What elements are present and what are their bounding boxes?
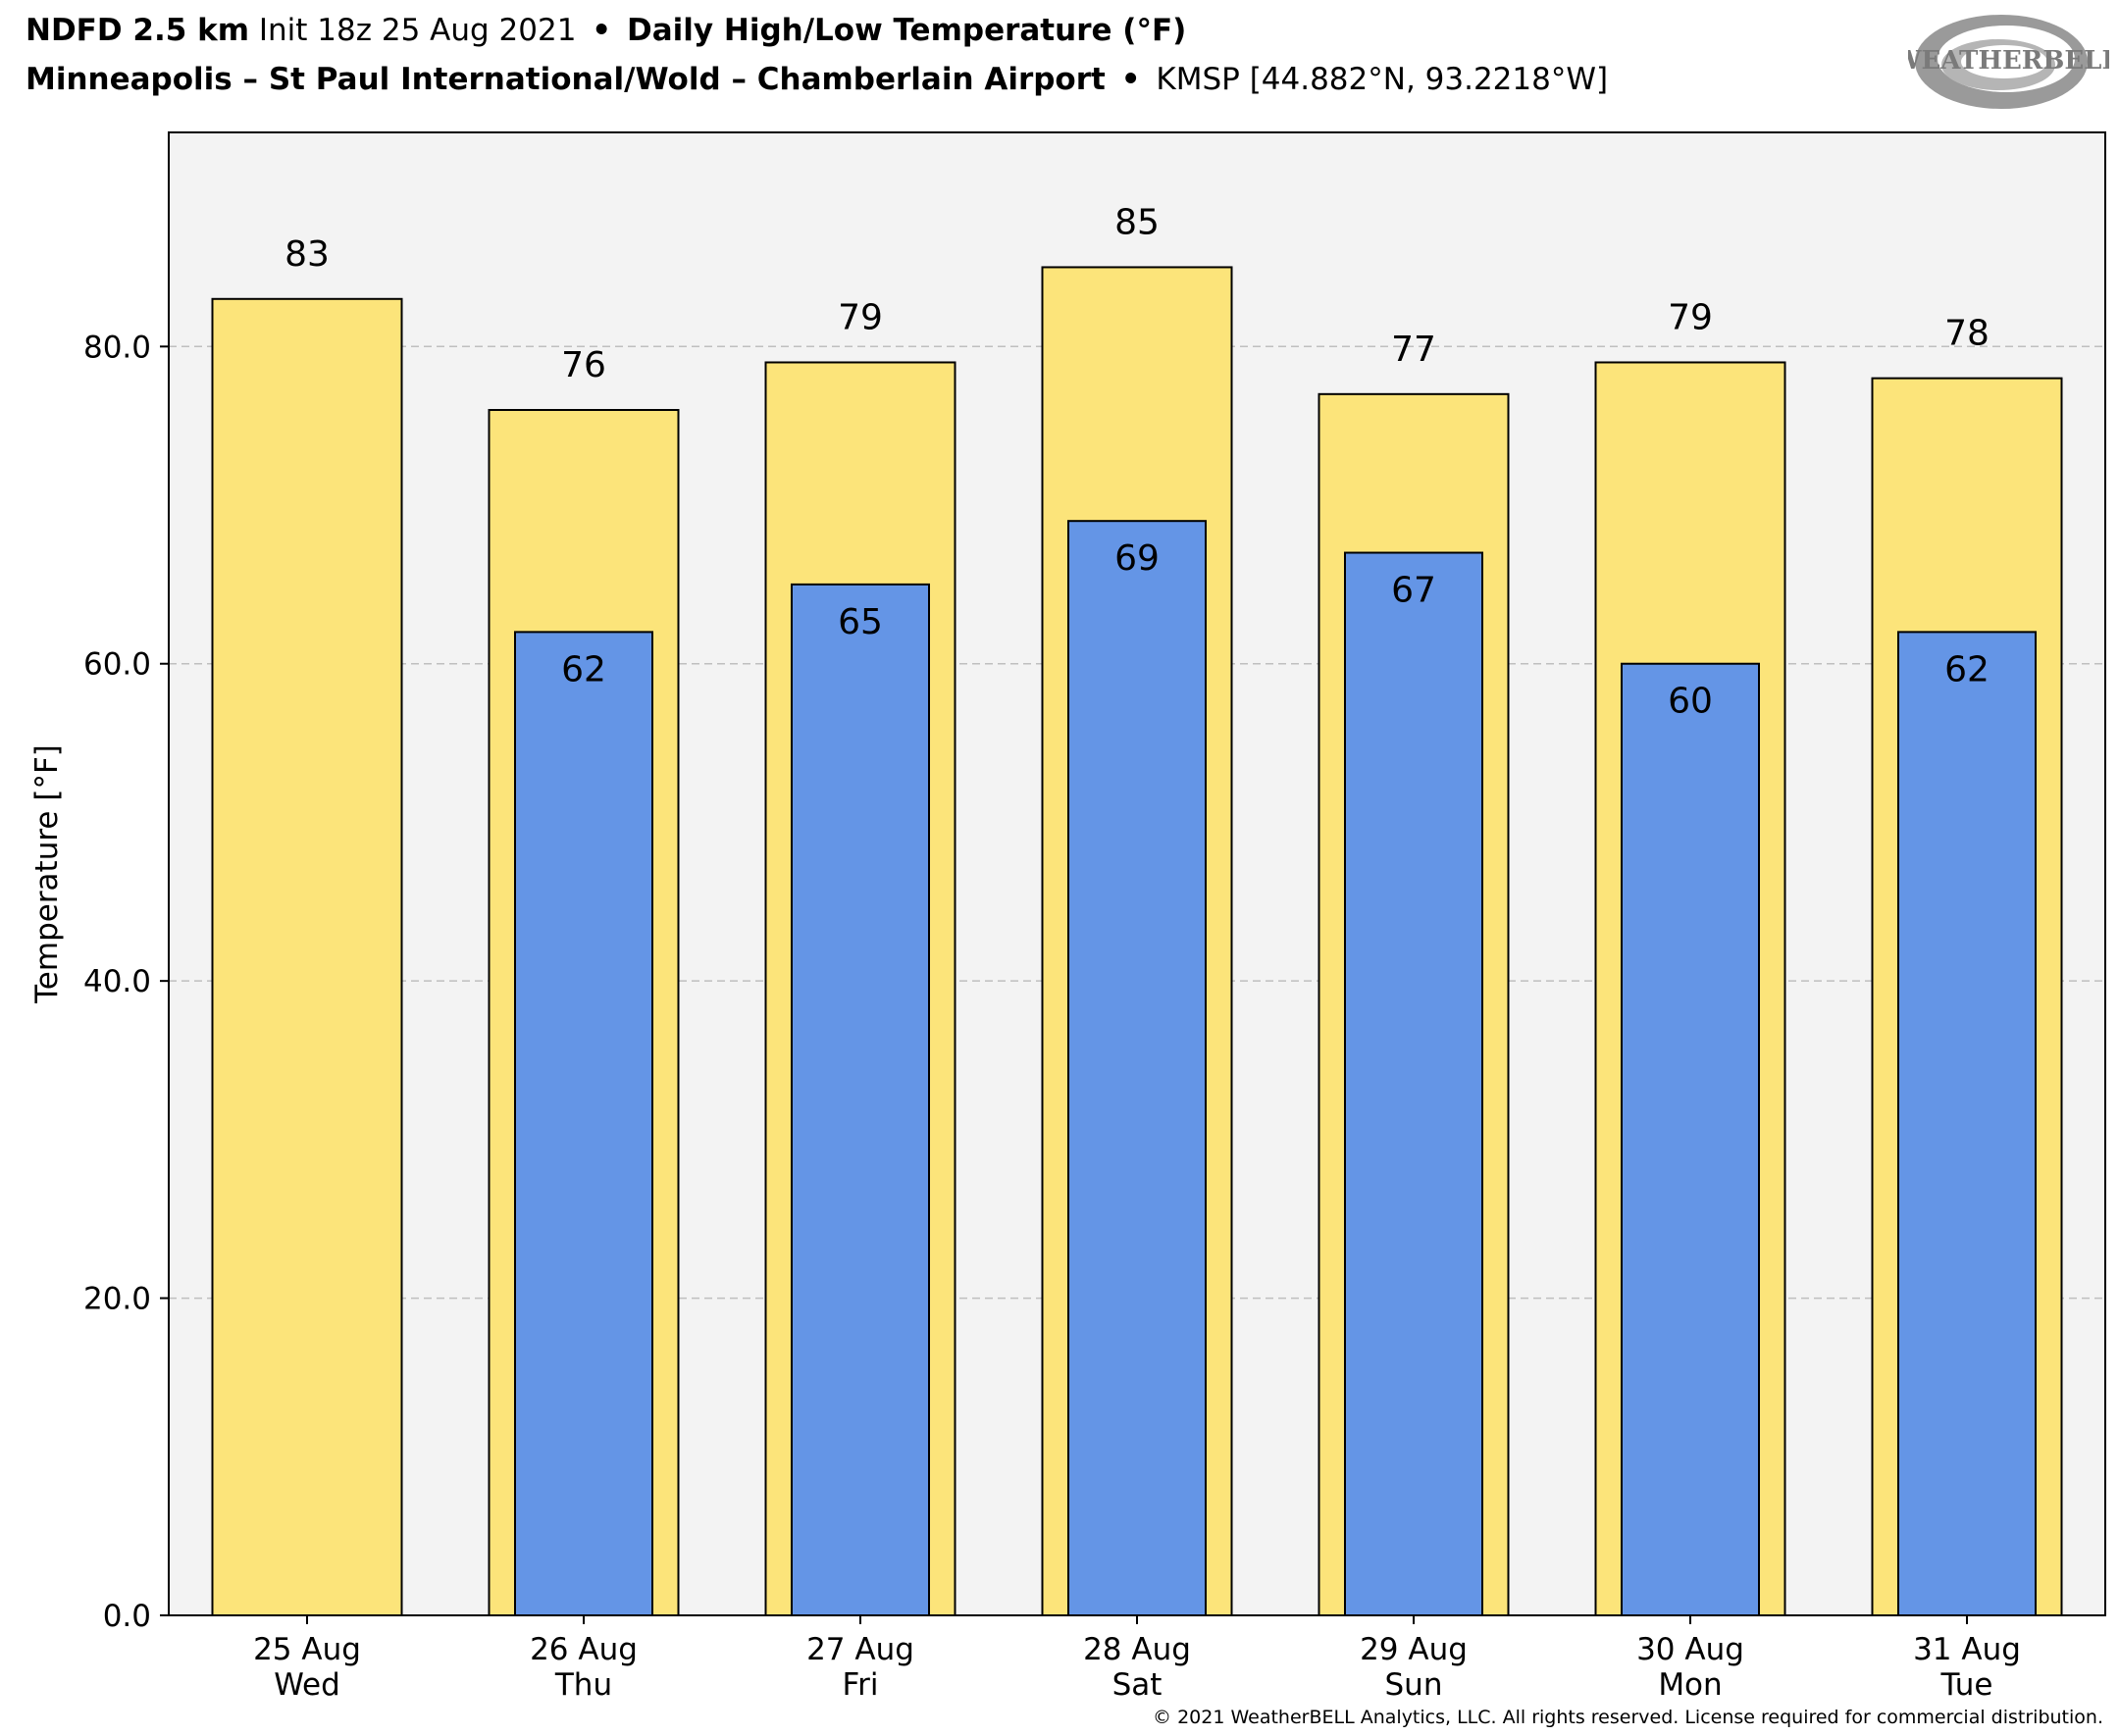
low-temp-bar xyxy=(515,632,652,1615)
station-name: Minneapolis – St Paul International/Wold… xyxy=(26,62,1106,97)
x-tick-label-date: 25 Aug xyxy=(253,1632,361,1667)
low-temp-label: 65 xyxy=(838,602,883,642)
y-tick-label: 60.0 xyxy=(83,647,151,683)
low-temp-bar xyxy=(792,585,929,1615)
x-tick-label-day: Sat xyxy=(1112,1667,1163,1703)
low-temp-label: 69 xyxy=(1114,538,1160,579)
separator-bullet: • xyxy=(586,13,617,48)
low-temp-bar xyxy=(1622,664,1759,1615)
low-temp-bar xyxy=(1345,553,1482,1615)
x-tick-label-day: Mon xyxy=(1658,1667,1722,1703)
high-temp-label: 79 xyxy=(1668,297,1713,337)
y-tick-label: 20.0 xyxy=(83,1282,151,1317)
high-temp-label: 77 xyxy=(1391,330,1436,370)
chart-header: NDFD 2.5 km Init 18z 25 Aug 2021 • Daily… xyxy=(26,6,1889,104)
weatherbell-logo: WEATHERBELL xyxy=(1908,8,2109,116)
low-temp-bar xyxy=(1898,632,2036,1615)
title-line-2: Minneapolis – St Paul International/Wold… xyxy=(26,55,1889,104)
high-temp-label: 85 xyxy=(1114,202,1160,242)
low-temp-label: 67 xyxy=(1391,571,1436,611)
high-temp-label: 79 xyxy=(838,297,883,337)
low-temp-label: 62 xyxy=(561,649,606,689)
x-tick-label-date: 26 Aug xyxy=(530,1632,638,1667)
y-axis-label: Temperature [°F] xyxy=(29,744,65,1004)
x-tick-label-date: 29 Aug xyxy=(1360,1632,1468,1667)
x-tick-label-day: Thu xyxy=(554,1667,612,1703)
x-tick-label-date: 31 Aug xyxy=(1913,1632,2021,1667)
product-name: Daily High/Low Temperature (°F) xyxy=(627,13,1186,48)
x-tick-label-day: Wed xyxy=(274,1667,340,1703)
low-temp-label: 62 xyxy=(1944,649,1990,689)
high-temp-label: 83 xyxy=(284,234,330,275)
y-tick-label: 0.0 xyxy=(103,1599,151,1634)
y-tick-label: 40.0 xyxy=(83,964,151,999)
station-coords: KMSP [44.882°N, 93.2218°W] xyxy=(1156,62,1608,97)
logo-text: WEATHERBELL xyxy=(1908,46,2109,76)
high-temp-bar xyxy=(213,299,402,1615)
low-temp-label: 60 xyxy=(1668,682,1713,722)
x-tick-label-day: Tue xyxy=(1940,1667,1993,1703)
y-tick-label: 80.0 xyxy=(83,330,151,365)
low-temp-bar xyxy=(1068,521,1206,1615)
x-tick-label-day: Sun xyxy=(1385,1667,1443,1703)
x-tick-label-date: 28 Aug xyxy=(1083,1632,1191,1667)
high-temp-label: 78 xyxy=(1944,314,1990,354)
init-time: Init 18z 25 Aug 2021 xyxy=(259,13,577,48)
high-temp-label: 76 xyxy=(561,345,606,385)
copyright-notice: © 2021 WeatherBELL Analytics, LLC. All r… xyxy=(1153,1707,2103,1728)
x-tick-label-day: Fri xyxy=(843,1667,879,1703)
x-tick-label-date: 27 Aug xyxy=(806,1632,914,1667)
model-name: NDFD 2.5 km xyxy=(26,13,249,48)
separator-bullet: • xyxy=(1115,62,1147,97)
title-line-1: NDFD 2.5 km Init 18z 25 Aug 2021 • Daily… xyxy=(26,6,1889,55)
x-tick-label-date: 30 Aug xyxy=(1636,1632,1744,1667)
